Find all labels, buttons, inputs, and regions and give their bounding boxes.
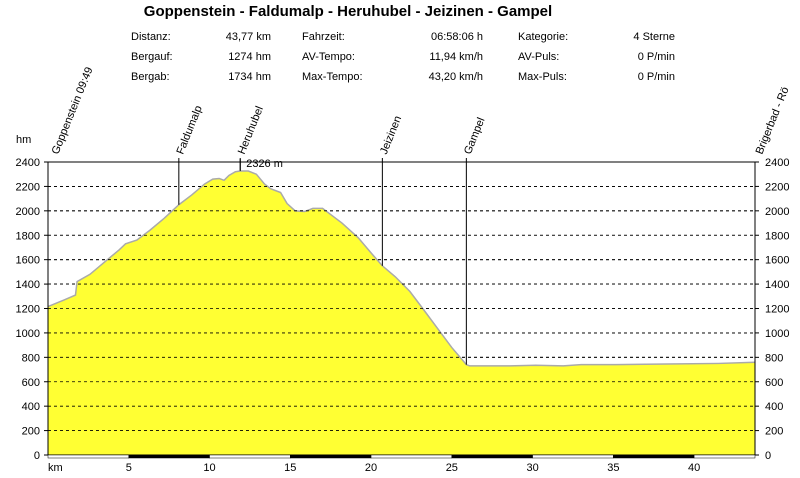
y-tick-label: 200	[765, 426, 783, 438]
y-tick-label: 800	[22, 352, 40, 364]
y-axis-label: hm	[16, 134, 31, 146]
stat-maxtempo-label: Max-Tempo:	[302, 71, 363, 83]
x-ticks: 5 10 15 20 25 30 35 40	[126, 462, 701, 474]
x-axis-bar	[47, 454, 756, 459]
stat-fahrzeit-label: Fahrzeit:	[302, 31, 345, 43]
stat-maxtempo-value: 43,20 km/h	[428, 71, 483, 83]
y-tick-label: 600	[765, 377, 783, 389]
x-axis-segment	[613, 454, 695, 459]
y-ticks-right: 0 200 400 600 800 1000 1200 1400 1600 1800 2000 220…	[755, 157, 789, 462]
stat-distanz-label: Distanz:	[131, 31, 171, 43]
x-axis-segment	[693, 454, 756, 459]
waypoint-label: Jeizinen	[378, 114, 404, 156]
stat-fahrzeit-value: 06:58:06 h	[431, 31, 483, 43]
y-tick-label: 0	[34, 450, 40, 462]
waypoint-label: Gampel	[462, 116, 488, 156]
stat-distanz-value: 43,77 km	[225, 31, 271, 43]
y-tick-label: 2400	[16, 157, 40, 169]
y-tick-label: 1000	[16, 328, 40, 340]
waypoint-label: Heruhubel	[236, 105, 266, 157]
elevation-area	[48, 171, 755, 455]
y-tick-label: 1400	[16, 279, 40, 291]
x-tick-label: 10	[203, 462, 215, 474]
waypoint-label: Brigerbad - Rö	[754, 85, 792, 156]
stat-bergauf-value: 1274 hm	[228, 51, 271, 63]
y-tick-label: 1800	[765, 230, 789, 242]
stat-kategorie-label: Kategorie:	[518, 31, 569, 43]
stat-avtempo-value: 11,94 km/h	[429, 51, 483, 63]
stat-kategorie-value: 4 Sterne	[633, 31, 675, 43]
x-axis-segment	[128, 454, 210, 459]
y-tick-label: 2000	[16, 206, 40, 218]
stat-avtempo-label: AV-Tempo:	[302, 51, 355, 63]
x-tick-label: 25	[446, 462, 458, 474]
stat-maxpuls-label: Max-Puls:	[518, 71, 567, 83]
elevation-outline	[47, 170, 756, 367]
stat-bergab-value: 1734 hm	[228, 71, 271, 83]
x-axis-segment	[209, 454, 291, 459]
y-tick-label: 1200	[16, 304, 40, 316]
y-tick-label: 1800	[16, 230, 40, 242]
x-tick-label: 15	[284, 462, 296, 474]
x-tick-label: 35	[607, 462, 619, 474]
y-tick-label: 2000	[765, 206, 789, 218]
y-tick-label: 400	[22, 401, 40, 413]
y-tick-label: 200	[22, 426, 40, 438]
stat-bergauf-label: Bergauf:	[131, 51, 173, 63]
y-tick-label: 0	[765, 450, 771, 462]
y-tick-label: 2200	[765, 181, 789, 193]
y-tick-label: 2200	[16, 181, 40, 193]
x-tick-label: 20	[365, 462, 377, 474]
y-tick-label: 1600	[765, 255, 789, 267]
waypoint-label: Goppenstein 09:49	[50, 65, 96, 156]
x-axis-segment	[370, 454, 453, 459]
x-tick-label: 5	[126, 462, 132, 474]
waypoint-lines	[178, 158, 467, 365]
waypoint-label: Faldumalp	[174, 104, 204, 156]
x-axis-segment	[451, 454, 533, 459]
x-axis-segment	[47, 454, 130, 459]
stat-avpuls-value: 0 P/min	[637, 51, 675, 63]
y-tick-label: 2400	[765, 157, 789, 169]
y-tick-label: 1200	[765, 304, 789, 316]
x-axis-segment	[290, 454, 372, 459]
y-tick-label: 400	[765, 401, 783, 413]
page-title: Goppenstein - Faldumalp - Heruhubel - Je…	[143, 3, 553, 20]
x-axis-label: km	[48, 462, 63, 474]
stat-avpuls-label: AV-Puls:	[518, 51, 560, 63]
y-ticks-left: 0 200 400 600 800 1000 1200 1400 1600 1800 2000 220…	[16, 157, 48, 462]
grid-lines-over	[48, 161, 755, 431]
x-tick-label: 40	[688, 462, 700, 474]
x-axis-segment	[532, 454, 614, 459]
waypoint-labels: Goppenstein 09:49 Faldumalp Heruhubel Jeizi…	[50, 65, 792, 156]
x-tick-label: 30	[526, 462, 538, 474]
stat-maxpuls-value: 0 P/min	[637, 71, 675, 83]
stat-bergab-label: Bergab:	[131, 71, 170, 83]
max-elevation-label: 2326 m	[246, 158, 283, 170]
y-tick-label: 1600	[16, 255, 40, 267]
y-tick-label: 1400	[765, 279, 789, 291]
y-tick-label: 800	[765, 352, 783, 364]
y-tick-label: 1000	[765, 328, 789, 340]
y-tick-label: 600	[22, 377, 40, 389]
